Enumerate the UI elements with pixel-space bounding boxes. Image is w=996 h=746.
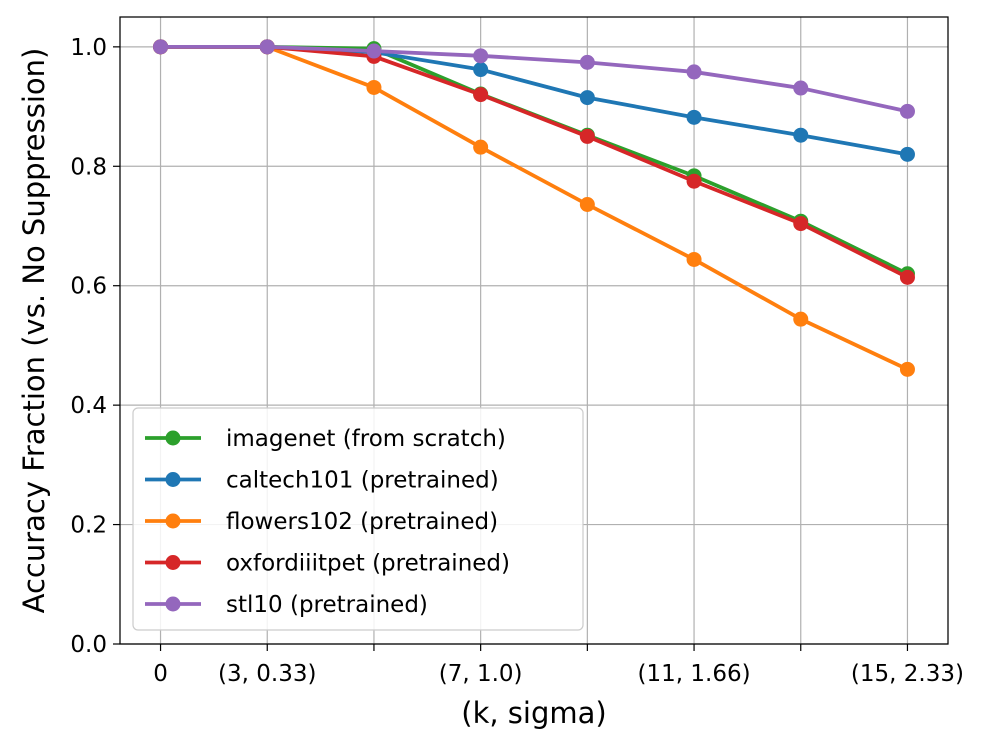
legend-entry: oxfordiiitpet (pretrained) (145, 551, 510, 577)
data-point (366, 43, 382, 59)
y-tick-label: 0.4 (70, 393, 107, 419)
y-tick-label: 0.6 (70, 274, 107, 300)
data-point (793, 311, 809, 327)
plot-frame (119, 16, 949, 645)
data-point (473, 48, 489, 64)
x-tick-label: (7, 1.0) (439, 661, 523, 687)
y-tick-label: 0.2 (70, 513, 107, 539)
series-4 (153, 39, 915, 119)
legend-marker (165, 555, 181, 570)
data-point (153, 39, 169, 55)
data-point (686, 109, 702, 125)
legend-marker (165, 430, 181, 446)
legend-label: flowers102 (pretrained) (226, 509, 498, 535)
legend-entry: caltech101 (pretrained) (145, 468, 499, 494)
data-point (579, 54, 595, 70)
data-point (473, 139, 489, 155)
data-point (259, 39, 275, 55)
legend-entry: stl10 (pretrained) (145, 592, 428, 618)
x-axis-title: (k, sigma) (461, 696, 606, 730)
data-point (899, 269, 915, 285)
data-point (686, 64, 702, 80)
legend-label: stl10 (pretrained) (226, 592, 428, 618)
legend-label: oxfordiiitpet (pretrained) (226, 551, 510, 577)
series-line (160, 44, 908, 114)
x-tick-label: 0 (153, 661, 168, 687)
data-point (473, 62, 489, 78)
axis-ticks: 0 (3, 0.33) (7, 1.0) (11, 1.66) (15, 2.33) 0.… (70, 35, 964, 687)
data-point (899, 361, 915, 377)
data-point (579, 90, 595, 106)
data-point (366, 79, 382, 95)
legend-entry: flowers102 (pretrained) (145, 509, 498, 535)
data-point (793, 216, 809, 232)
legend-box (132, 407, 584, 631)
data-point (899, 103, 915, 119)
data-point (473, 87, 489, 103)
data-point (686, 173, 702, 189)
legend-label: imagenet (from scratch) (226, 426, 506, 452)
legend-marker (165, 472, 181, 487)
data-point (579, 128, 595, 144)
legend-label: caltech101 (pretrained) (226, 468, 499, 494)
y-tick-label: 0.0 (70, 632, 107, 658)
y-tick-label: 0.8 (70, 154, 107, 180)
series-line (160, 44, 909, 372)
data-point (686, 251, 702, 267)
data-series (153, 39, 915, 377)
data-point (899, 146, 915, 162)
y-tick-label: 1.0 (70, 35, 107, 61)
data-point (579, 197, 595, 213)
y-axis-title: Accuracy Fraction (vs. No Suppression) (17, 48, 51, 614)
legend-marker (165, 513, 181, 529)
x-tick-label: (3, 0.33) (218, 661, 316, 687)
legend-marker (165, 596, 181, 612)
legend-entry: imagenet (from scratch) (145, 426, 506, 452)
data-point (793, 127, 809, 143)
x-tick-label: (15, 2.33) (851, 661, 964, 687)
legend: imagenet (from scratch) caltech101 (pretr… (132, 407, 584, 631)
data-point (793, 80, 809, 96)
x-tick-label: (11, 1.66) (638, 661, 751, 687)
